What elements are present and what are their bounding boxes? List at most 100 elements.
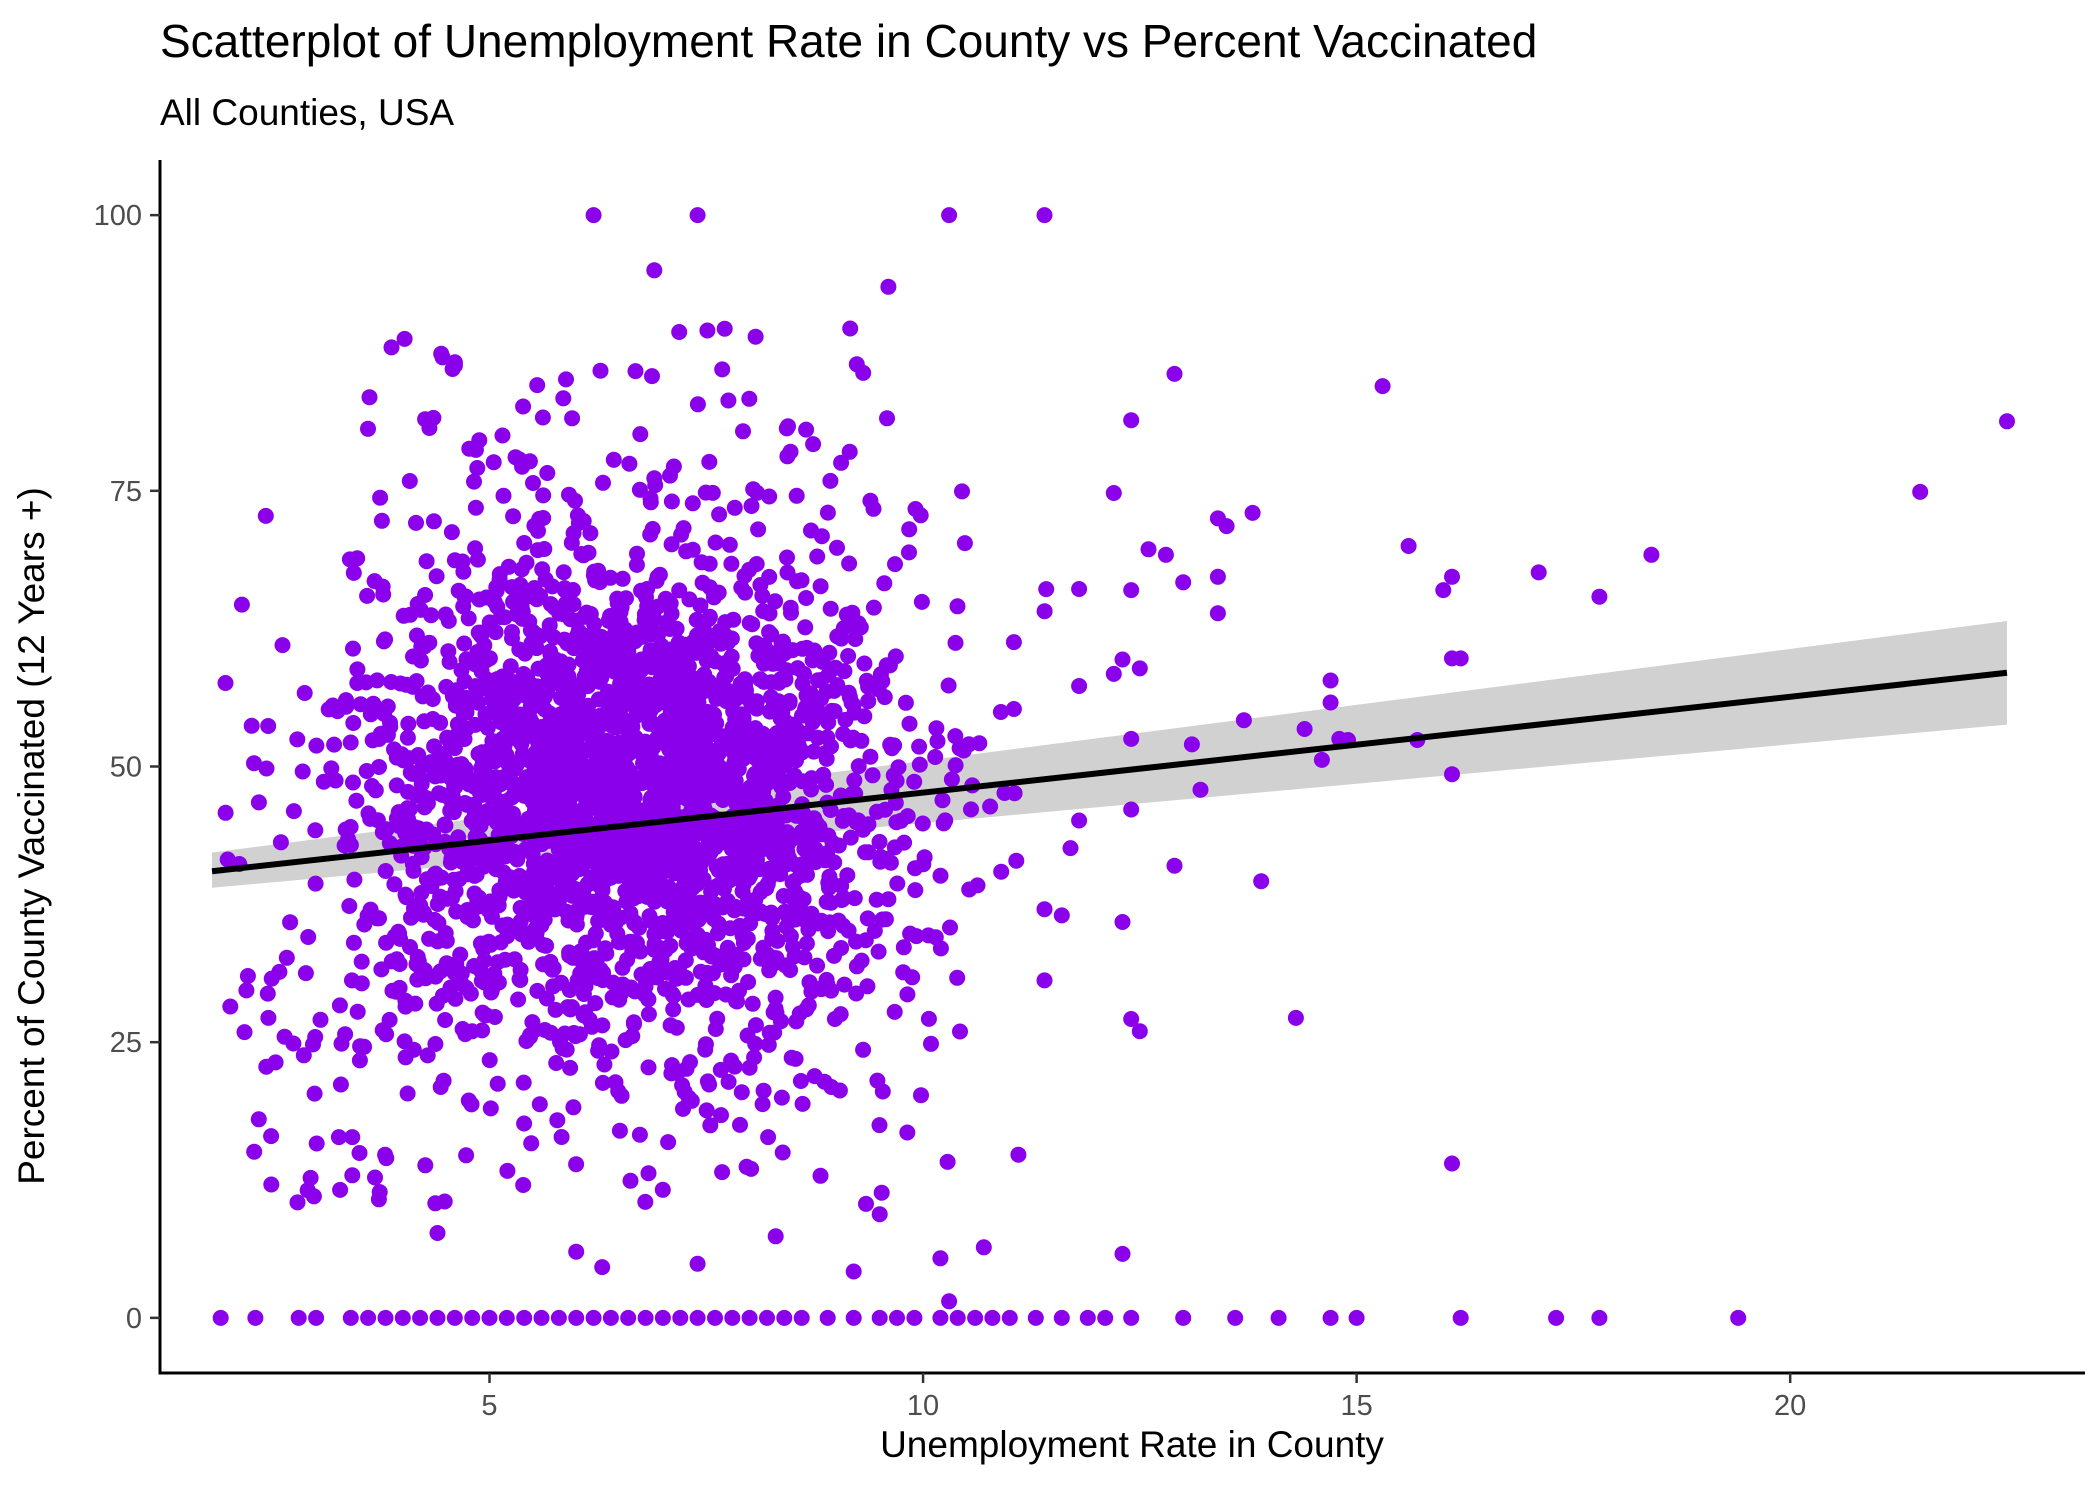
data-point [536,911,553,928]
y-tick-label: 0 [126,1303,142,1335]
data-point [720,392,737,409]
data-point [498,1309,515,1326]
data-point [312,1011,329,1028]
data-point [761,488,778,505]
data-point [772,866,789,883]
data-point [486,965,503,982]
data-point [483,982,500,999]
x-tick-label: 10 [907,1390,939,1422]
data-point [446,1309,463,1326]
data-point [549,1112,566,1129]
data-point [417,970,434,987]
data-point [538,876,555,893]
data-point [770,674,787,691]
data-point [574,857,591,874]
data-point [565,1099,582,1116]
data-point [258,760,275,777]
data-point [676,695,693,712]
data-point [431,870,448,886]
data-point [480,933,497,950]
data-point [475,777,492,794]
data-point [627,363,644,380]
data-point [575,513,592,529]
y-tick-label: 50 [110,752,142,784]
data-point [571,634,588,651]
data-point [233,596,250,613]
data-point [1166,365,1183,382]
data-point [542,596,559,613]
data-point [433,345,450,362]
data-point [949,969,966,986]
data-point [812,578,829,595]
data-point [614,570,631,587]
data-point [585,207,602,224]
data-point [895,964,912,981]
data-point [813,528,830,545]
data-point [747,1035,764,1052]
data-point [494,427,511,444]
data-point [558,903,575,920]
data-point [566,689,583,706]
data-point [654,1309,671,1326]
data-point [405,862,422,879]
data-point [308,1135,325,1152]
data-point [706,589,722,606]
data-point [494,917,511,934]
data-point [593,907,610,923]
data-point [597,940,614,957]
data-point [629,545,645,562]
data-point [1001,1309,1018,1326]
data-point [860,678,877,695]
data-point [871,1309,888,1326]
data-point [782,962,799,978]
data-point [714,361,731,378]
data-point [624,665,640,682]
data-point [674,1077,691,1094]
data-point [479,719,496,736]
data-point [1062,840,1079,857]
data-point [502,697,519,714]
data-point [416,713,433,730]
data-point [889,875,906,892]
data-point [601,653,618,670]
data-point [538,664,555,681]
data-point [529,377,546,394]
data-point [658,770,675,787]
data-point [874,673,891,690]
data-point [320,701,337,718]
data-point [823,1079,840,1095]
data-point [418,871,435,888]
data-point [510,991,527,1008]
data-point [1435,582,1452,599]
data-point [246,755,262,772]
data-point [735,951,752,968]
data-point [584,657,601,674]
data-point [428,568,445,585]
data-point [886,737,903,754]
data-point [697,1041,714,1058]
data-point [515,398,532,415]
data-point [846,772,863,789]
data-point [548,1055,565,1071]
data-point [975,1239,992,1256]
data-point [806,1068,823,1085]
data-point [646,262,663,279]
data-point [697,644,714,661]
data-point [1209,568,1226,585]
data-point [278,949,295,966]
data-point [694,731,711,748]
data-point [360,420,376,437]
data-point [613,985,630,1002]
data-point [684,837,701,854]
data-point [558,371,574,388]
data-point [928,720,945,737]
data-point [481,1052,498,1069]
data-point [562,804,579,821]
data-point [460,610,477,627]
data-point [382,718,399,735]
data-point [750,812,767,829]
data-point [759,1309,775,1326]
data-point [267,1054,284,1071]
data-point [620,1309,637,1326]
data-point [263,970,280,987]
